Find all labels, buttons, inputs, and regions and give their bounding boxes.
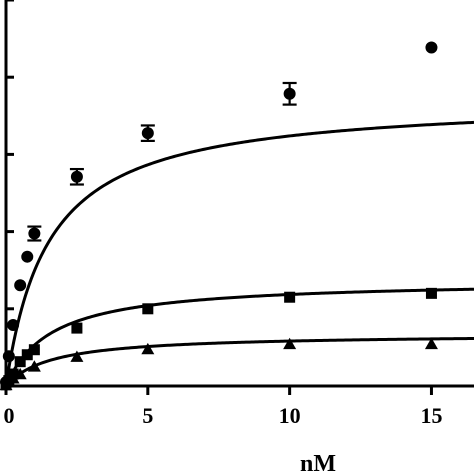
- data-point-circle: [283, 87, 296, 100]
- data-point-square: [28, 344, 40, 356]
- axis-ticks: 0 5 10 15: [4, 0, 442, 428]
- axes: [4, 0, 474, 388]
- data-point-circle: [21, 250, 34, 263]
- data-point-square: [142, 303, 154, 315]
- data-point-circle: [28, 227, 41, 240]
- data-point-triangle: [141, 342, 155, 355]
- fit-curve-triangle: [4, 337, 474, 388]
- fit-curves: [4, 120, 474, 388]
- data-point-circle: [70, 170, 83, 183]
- data-point-square: [71, 322, 83, 334]
- data-point-square: [21, 349, 33, 361]
- data-point-circle: [425, 41, 438, 54]
- data-point-triangle: [70, 350, 84, 362]
- data-point-triangle: [283, 337, 297, 350]
- x-tick-label: 5: [142, 403, 153, 428]
- x-tick-label: 15: [420, 403, 442, 428]
- fit-curve-circle: [4, 120, 474, 387]
- data-point-triangle: [13, 367, 27, 380]
- x-axis-title: nM: [300, 451, 336, 474]
- data-point-triangle: [27, 360, 41, 372]
- x-tick-label: 0: [4, 403, 15, 428]
- fit-curve-square: [4, 287, 474, 387]
- data-point-circle: [7, 319, 20, 332]
- data-point-square: [425, 287, 437, 299]
- data-point-square: [284, 291, 296, 303]
- data-point-circle: [14, 279, 27, 292]
- data-point-circle: [141, 127, 154, 140]
- x-tick-label: 10: [279, 403, 301, 428]
- data-point-triangle: [6, 372, 20, 384]
- data-point-square: [14, 356, 26, 368]
- data-point-triangle: [424, 337, 438, 350]
